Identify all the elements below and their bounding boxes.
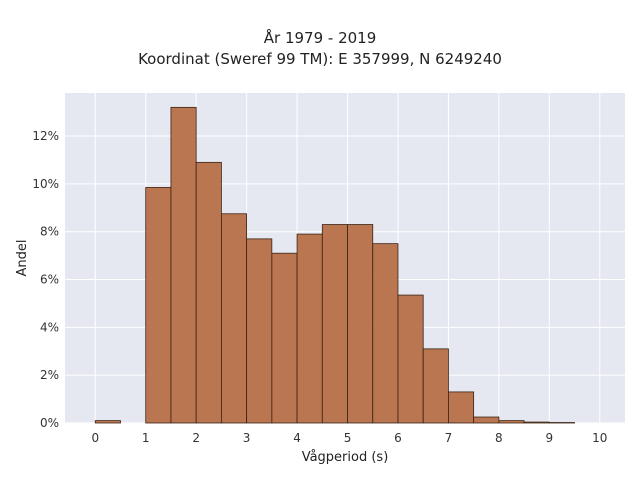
- x-tick-label: 5: [344, 431, 352, 445]
- y-axis-label: Andel: [15, 240, 30, 277]
- histogram-bar: [296, 233, 323, 424]
- x-tick-label: 2: [192, 431, 200, 445]
- x-tick-label: 10: [592, 431, 607, 445]
- y-tick-label: 2%: [40, 368, 59, 382]
- x-axis-label: Vågperiod (s): [302, 450, 389, 465]
- histogram-bar: [246, 238, 273, 424]
- x-axis-ticks: 0 1 2 3 4 5 6 7 8 9 10: [91, 431, 607, 445]
- histogram-bar: [372, 243, 399, 424]
- x-tick-label: 8: [495, 431, 503, 445]
- histogram-bar: [347, 224, 374, 424]
- x-tick-label: 9: [546, 431, 554, 445]
- x-tick-label: 1: [142, 431, 150, 445]
- x-tick-label: 3: [243, 431, 251, 445]
- y-axis-ticks: 0% 2% 4% 6% 8% 10% 12%: [32, 129, 59, 430]
- y-tick-label: 8%: [40, 225, 59, 239]
- chart-title-line-1: År 1979 - 2019: [263, 29, 377, 47]
- y-tick-label: 12%: [32, 129, 59, 143]
- histogram-bar: [397, 294, 424, 424]
- chart-title: År 1979 - 2019 Koordinat (Sweref 99 TM):…: [0, 28, 640, 70]
- histogram-bar: [220, 213, 248, 424]
- histogram-bar: [498, 420, 525, 424]
- y-tick-label: 10%: [32, 177, 59, 191]
- y-tick-label: 4%: [40, 320, 59, 334]
- histogram-bar: [145, 187, 172, 424]
- histogram-bar: [271, 252, 298, 424]
- x-tick-label: 4: [293, 431, 301, 445]
- x-tick-label: 7: [445, 431, 453, 445]
- histogram-bar: [422, 348, 449, 424]
- histogram-bars: [94, 106, 575, 424]
- x-tick-label: 0: [91, 431, 99, 445]
- histogram-bar: [170, 106, 197, 424]
- y-tick-label: 0%: [40, 416, 59, 430]
- chart-title-line-2: Koordinat (Sweref 99 TM): E 357999, N 62…: [138, 50, 502, 68]
- y-tick-label: 6%: [40, 273, 59, 287]
- histogram-bar: [523, 421, 550, 424]
- x-tick-label: 6: [394, 431, 402, 445]
- histogram-bar: [94, 420, 121, 424]
- histogram-bar: [321, 224, 348, 424]
- histogram-bar: [448, 391, 475, 424]
- histogram-bar: [195, 161, 222, 424]
- histogram-bar: [473, 416, 500, 424]
